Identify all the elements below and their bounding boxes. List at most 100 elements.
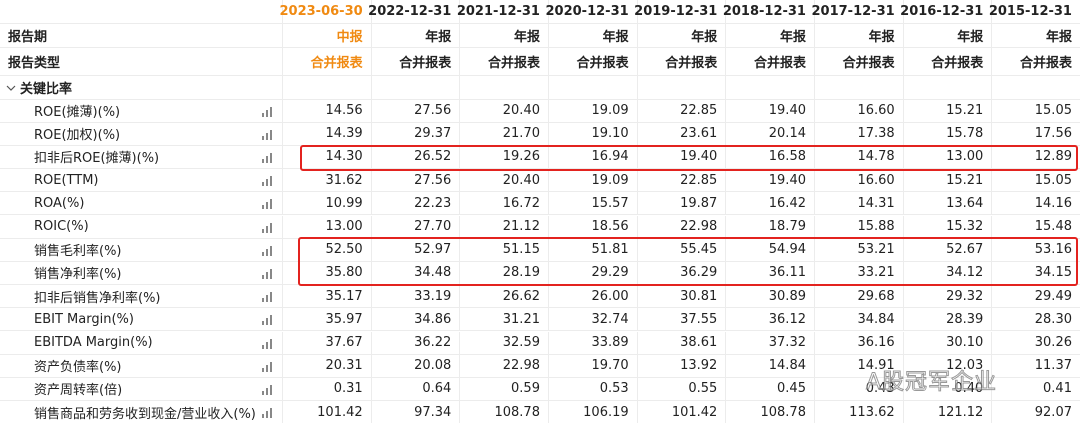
value-cell: 35.97 bbox=[282, 308, 371, 332]
chart-icon[interactable] bbox=[261, 361, 273, 373]
chart-icon[interactable] bbox=[261, 291, 273, 303]
row-label: ROIC(%) bbox=[0, 216, 282, 239]
value-cell: 30.81 bbox=[636, 285, 726, 309]
value-cell: 19.40 bbox=[636, 145, 726, 170]
value-cell: 16.42 bbox=[725, 192, 814, 216]
header-cell[interactable]: 2015-12-31 bbox=[989, 0, 1080, 24]
value-cell: 16.60 bbox=[814, 99, 903, 123]
row-label: 销售净利率(%) bbox=[0, 262, 282, 286]
value-cell: 0.45 bbox=[725, 377, 814, 402]
empty-cell bbox=[282, 76, 371, 100]
value-cell: 19.40 bbox=[725, 169, 814, 193]
value-cell: 29.32 bbox=[902, 285, 992, 309]
row-label: ROE(加权)(%) bbox=[0, 123, 282, 146]
chart-icon[interactable] bbox=[261, 129, 273, 141]
header-label bbox=[0, 0, 282, 24]
value-cell: 0.55 bbox=[636, 377, 726, 402]
value-cell: 108.78 bbox=[459, 401, 548, 423]
value-cell: 36.22 bbox=[370, 331, 460, 355]
value-cell: 29.37 bbox=[370, 122, 460, 146]
value-cell: 14.16 bbox=[991, 192, 1080, 216]
value-cell: 11.37 bbox=[991, 354, 1080, 378]
header-cell: 合并报表 bbox=[902, 48, 992, 76]
value-cell: 28.39 bbox=[902, 308, 992, 332]
value-cell: 34.86 bbox=[370, 308, 460, 332]
section-title[interactable]: 关键比率 bbox=[0, 76, 282, 100]
value-cell: 19.40 bbox=[725, 99, 814, 123]
chart-icon[interactable] bbox=[261, 268, 273, 280]
row-label: ROA(%) bbox=[0, 192, 282, 216]
value-cell: 32.59 bbox=[459, 331, 548, 355]
header-cell: 合并报表 bbox=[636, 48, 726, 76]
chart-icon[interactable] bbox=[261, 407, 273, 419]
header-cell: 合并报表 bbox=[370, 48, 460, 76]
value-cell: 16.94 bbox=[548, 145, 637, 170]
header-cell[interactable]: 2020-12-31 bbox=[546, 0, 637, 24]
header-cell[interactable]: 2018-12-31 bbox=[723, 0, 814, 24]
header-cell: 合并报表 bbox=[548, 48, 637, 76]
header-cell[interactable]: 2019-12-31 bbox=[634, 0, 726, 24]
row-label: 销售毛利率(%) bbox=[0, 239, 282, 262]
value-cell: 35.17 bbox=[282, 285, 371, 309]
value-cell: 13.92 bbox=[636, 354, 726, 378]
header-cell: 合并报表 bbox=[459, 48, 548, 76]
header-cell: 年报 bbox=[725, 24, 814, 48]
value-cell: 26.62 bbox=[459, 285, 548, 309]
value-cell: 15.78 bbox=[902, 122, 992, 146]
value-cell: 113.62 bbox=[814, 401, 903, 423]
header-cell[interactable]: 2016-12-31 bbox=[900, 0, 992, 24]
header-cell: 年报 bbox=[459, 24, 548, 48]
value-cell: 14.30 bbox=[282, 145, 371, 170]
chart-icon[interactable] bbox=[261, 175, 273, 187]
value-cell: 32.74 bbox=[548, 308, 637, 332]
collapse-arrow[interactable] bbox=[6, 83, 16, 93]
row-label: 销售商品和劳务收到现金/营业收入(%) bbox=[0, 401, 282, 423]
value-cell: 27.56 bbox=[370, 169, 460, 193]
chart-icon[interactable] bbox=[261, 314, 273, 326]
header-cell: 合并报表 bbox=[725, 48, 814, 76]
chart-icon[interactable] bbox=[261, 338, 273, 350]
value-cell: 21.70 bbox=[459, 122, 548, 146]
value-cell: 19.87 bbox=[636, 192, 726, 216]
value-cell: 0.59 bbox=[459, 377, 548, 402]
chart-icon[interactable] bbox=[261, 245, 273, 257]
value-cell: 53.16 bbox=[991, 238, 1080, 262]
value-cell: 19.26 bbox=[459, 145, 548, 170]
header-cell[interactable]: 2021-12-31 bbox=[457, 0, 548, 24]
chart-icon[interactable] bbox=[261, 152, 273, 164]
header-cell: 年报 bbox=[991, 24, 1080, 48]
chart-icon[interactable] bbox=[261, 106, 273, 118]
highlight-box bbox=[298, 237, 1078, 286]
value-cell: 14.84 bbox=[725, 354, 814, 378]
value-cell: 23.61 bbox=[636, 122, 726, 146]
row-label: EBIT Margin(%) bbox=[0, 308, 282, 332]
value-cell: 101.42 bbox=[636, 401, 726, 423]
header-cell: 中报 bbox=[282, 24, 371, 48]
value-cell: 31.62 bbox=[282, 169, 371, 193]
value-cell: 13.64 bbox=[902, 192, 992, 216]
empty-cell bbox=[902, 76, 992, 100]
value-cell: 33.89 bbox=[548, 331, 637, 355]
chart-icon[interactable] bbox=[261, 198, 273, 210]
value-cell: 13.00 bbox=[902, 145, 992, 170]
row-label: 扣非后销售净利率(%) bbox=[0, 285, 282, 309]
value-cell: 101.42 bbox=[282, 401, 371, 423]
header-cell[interactable]: 2017-12-31 bbox=[812, 0, 903, 24]
header-cell[interactable]: 2022-12-31 bbox=[368, 0, 460, 24]
value-cell: 55.45 bbox=[636, 238, 726, 262]
value-cell: 20.08 bbox=[370, 354, 460, 378]
value-cell: 14.56 bbox=[282, 99, 371, 123]
value-cell: 34.84 bbox=[814, 308, 903, 332]
value-cell: 30.10 bbox=[902, 331, 992, 355]
row-label: EBITDA Margin(%) bbox=[0, 332, 282, 355]
watermark: A股冠军企业 bbox=[865, 370, 998, 396]
value-cell: 37.67 bbox=[282, 331, 371, 355]
value-cell: 0.40 bbox=[902, 377, 992, 402]
value-cell: 15.21 bbox=[902, 169, 992, 193]
value-cell: 20.14 bbox=[725, 122, 814, 146]
chart-icon[interactable] bbox=[261, 384, 273, 396]
header-cell[interactable]: 2023-06-30 bbox=[280, 0, 371, 24]
value-cell: 19.10 bbox=[548, 122, 637, 146]
chart-icon[interactable] bbox=[261, 222, 273, 234]
header-cell: 合并报表 bbox=[282, 48, 371, 76]
